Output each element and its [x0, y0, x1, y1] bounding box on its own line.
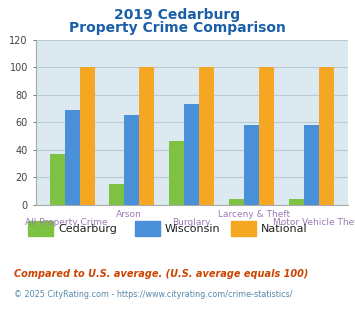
Bar — [244, 125, 259, 205]
Bar — [199, 67, 214, 205]
Bar — [304, 125, 319, 205]
Text: Arson: Arson — [116, 210, 142, 218]
Bar — [184, 104, 199, 205]
Bar — [169, 141, 184, 205]
Bar — [289, 199, 304, 205]
Bar — [125, 115, 140, 205]
Text: © 2025 CityRating.com - https://www.cityrating.com/crime-statistics/: © 2025 CityRating.com - https://www.city… — [14, 290, 293, 299]
Bar — [109, 184, 125, 205]
Bar — [80, 67, 94, 205]
Text: Burglary: Burglary — [173, 218, 211, 227]
Text: National: National — [261, 223, 307, 234]
Bar — [65, 110, 80, 205]
Text: Larceny & Theft: Larceny & Theft — [218, 210, 290, 218]
Bar — [259, 67, 274, 205]
Text: Wisconsin: Wisconsin — [165, 223, 221, 234]
Text: Property Crime Comparison: Property Crime Comparison — [69, 21, 286, 35]
Bar — [50, 154, 65, 205]
Text: Compared to U.S. average. (U.S. average equals 100): Compared to U.S. average. (U.S. average … — [14, 269, 308, 279]
Bar — [140, 67, 154, 205]
Bar — [319, 67, 334, 205]
Text: Cedarburg: Cedarburg — [59, 223, 118, 234]
Text: Motor Vehicle Theft: Motor Vehicle Theft — [273, 218, 355, 227]
Text: All Property Crime: All Property Crime — [26, 218, 108, 227]
Bar — [229, 199, 244, 205]
Text: 2019 Cedarburg: 2019 Cedarburg — [114, 8, 241, 22]
